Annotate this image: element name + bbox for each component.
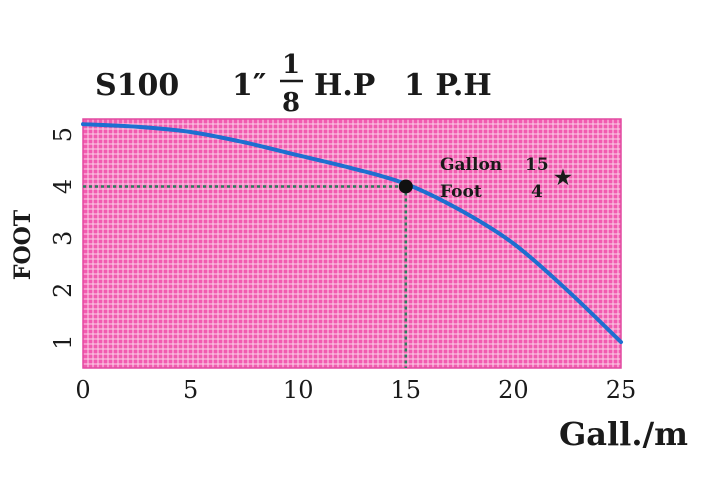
annotation-star-icon: ★ [554, 165, 572, 189]
x-tick-label: 10 [283, 376, 314, 404]
x-axis-ticks: 0 5 10 15 20 25 [75, 376, 636, 404]
x-tick-label: 0 [75, 376, 90, 404]
annotation-foot-value: 4 [531, 182, 543, 202]
x-tick-label: 15 [391, 376, 422, 404]
grid-lines [83, 119, 621, 368]
title-phase: 1 P.H [404, 68, 492, 103]
plot-border [82, 118, 622, 369]
y-tick-label: 3 [49, 231, 77, 246]
y-tick-label: 5 [49, 127, 77, 142]
title-fraction-denominator: 8 [282, 88, 300, 118]
y-tick-label: 1 [49, 334, 77, 349]
title-fraction-numerator: 1 [282, 50, 300, 80]
title-model: S100 [95, 68, 179, 103]
annotation-foot-label: Foot [440, 182, 482, 202]
annotation-gallon-label: Gallon [440, 155, 502, 175]
series-curve [81, 122, 623, 345]
title-horsepower: H.P [314, 68, 375, 103]
y-axis-ticks: 1 2 3 4 5 [49, 127, 77, 350]
x-tick-label: 5 [183, 376, 198, 404]
y-axis-label: FOOT [10, 209, 36, 280]
annotation-gallon-value: 15 [525, 155, 549, 175]
x-axis-label: Gall./m [559, 415, 688, 453]
operating-point-marker [398, 179, 413, 194]
x-tick-label: 20 [498, 376, 529, 404]
operating-point-guides [83, 185, 408, 368]
title-size: 1″ [232, 68, 266, 103]
plot-area [81, 118, 623, 369]
x-tick-label: 25 [606, 376, 637, 404]
y-tick-label: 2 [49, 283, 77, 298]
annotation-box: Gallon 15 Foot 4 ★ [440, 155, 572, 202]
y-tick-label: 4 [49, 179, 77, 194]
